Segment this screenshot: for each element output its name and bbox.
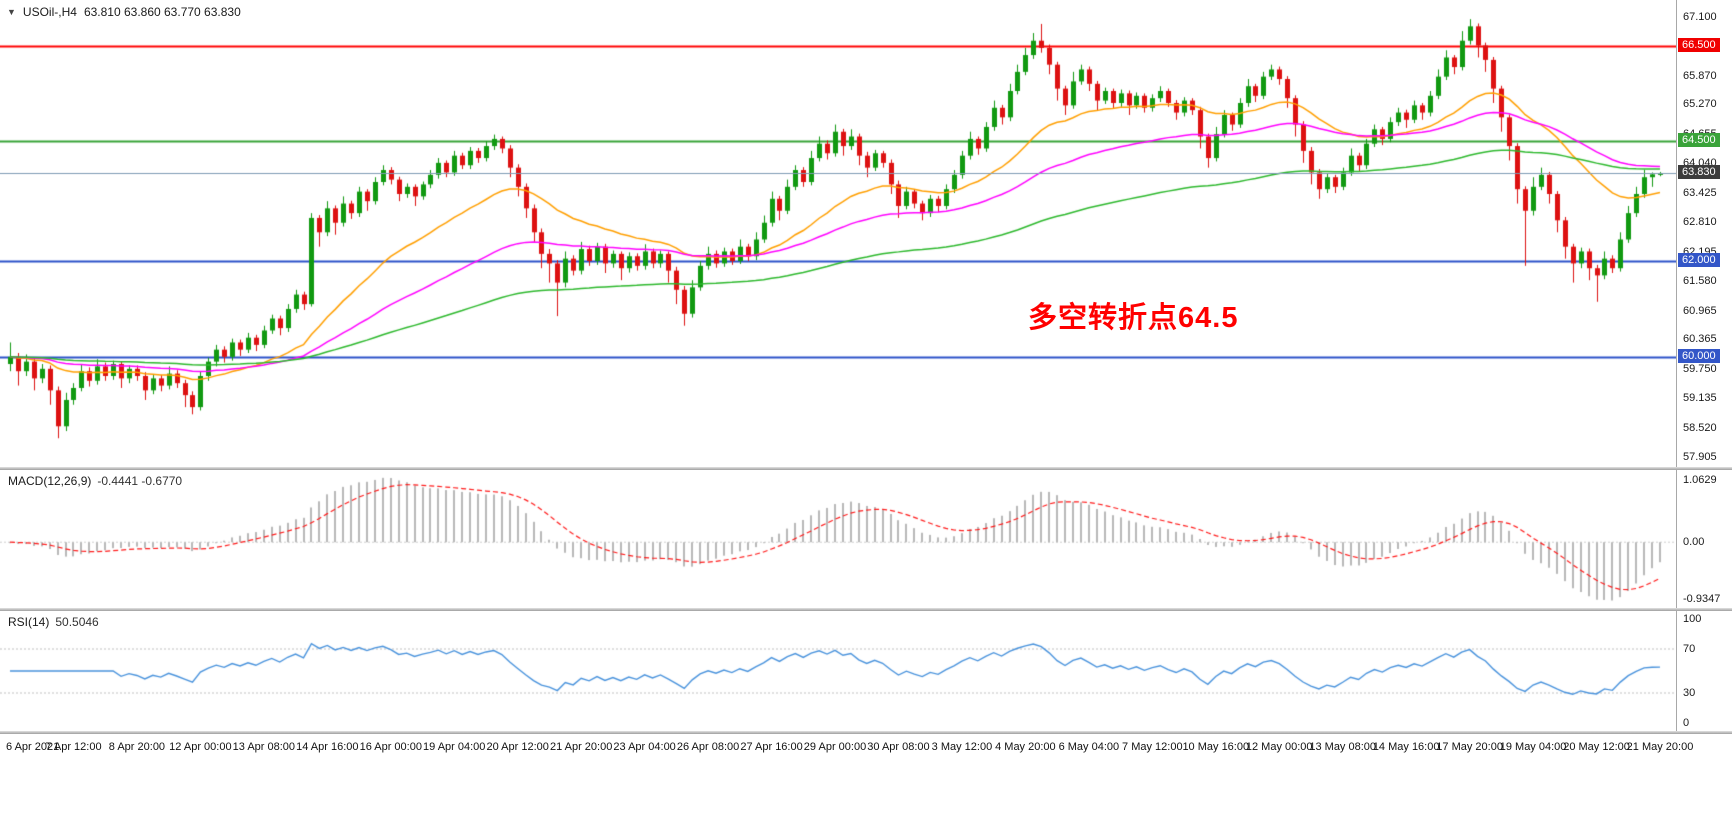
- rsi-indicator-canvas[interactable]: [0, 611, 1676, 731]
- time-axis-label: 30 Apr 08:00: [867, 741, 930, 753]
- resistance-price-badge: 66.500: [1678, 37, 1720, 52]
- rsi-scale-label: 30: [1683, 687, 1696, 699]
- time-axis-label: 6 May 04:00: [1058, 741, 1120, 753]
- rsi-scale-label: 70: [1683, 643, 1696, 655]
- rsi-scale-label: 0: [1683, 717, 1690, 729]
- macd-scale-max-label: 1.0629: [1683, 474, 1717, 486]
- time-axis-label: 19 May 04:00: [1499, 741, 1567, 753]
- price-chart-panel: ▼ USOil-,H4 63.810 63.860 63.770 63.830 …: [0, 0, 1732, 467]
- time-axis-label: 26 Apr 08:00: [676, 741, 740, 753]
- rsi-axis: 100 70 30 0: [1676, 611, 1732, 731]
- time-axis-label: 17 May 20:00: [1436, 741, 1503, 753]
- pivot-price-badge: 64.500: [1678, 133, 1720, 148]
- price-tick-label: 63.425: [1683, 186, 1717, 199]
- rsi-scale-label: 100: [1683, 613, 1702, 625]
- panel-separator-rsi-time[interactable]: [0, 731, 1732, 734]
- time-axis-label: 16 Apr 00:00: [359, 741, 422, 753]
- support-60-price-badge: 60.000: [1678, 348, 1720, 363]
- macd-scale-zero-label: 0.00: [1683, 536, 1705, 549]
- price-tick-label: 65.870: [1683, 69, 1717, 82]
- macd-panel: MACD(12,26,9) -0.4441 -0.6770 1.0629 0.00 -…: [0, 470, 1732, 608]
- chart-title: ▼ USOil-,H4 63.810 63.860 63.770 63.830: [7, 5, 241, 19]
- time-axis-label: 20 Apr 12:00: [486, 741, 549, 753]
- time-axis-label: 3 May 12:00: [931, 741, 993, 753]
- time-axis-label: 21 Apr 20:00: [549, 741, 613, 753]
- macd-values: -0.4441 -0.6770: [97, 474, 183, 488]
- macd-axis: 1.0629 0.00 -0.9347: [1676, 470, 1732, 608]
- time-axis-label: 14 Apr 16:00: [296, 741, 359, 753]
- macd-indicator-canvas[interactable]: [0, 470, 1676, 608]
- rsi-panel: RSI(14) 50.5046 100 70 30 0: [0, 611, 1732, 731]
- time-axis-label: 12 May 00:00: [1245, 741, 1313, 753]
- time-axis-label: 21 May 20:00: [1626, 741, 1694, 753]
- rsi-label: RSI(14) 50.5046: [8, 615, 99, 629]
- time-axis-label: 4 May 20:00: [995, 741, 1056, 753]
- time-axis-label: 13 Apr 08:00: [232, 741, 296, 753]
- time-axis-label: 27 Apr 16:00: [740, 741, 803, 753]
- price-axis[interactable]: 67.10065.87065.27064.65564.04063.42562.8…: [1676, 0, 1732, 467]
- time-axis-label: 7 May 12:00: [1122, 741, 1183, 753]
- chart-annotation-text: 多空转折点64.5: [1028, 302, 1239, 334]
- time-axis-label: 8 Apr 20:00: [108, 741, 166, 753]
- time-axis-label: 10 May 16:00: [1182, 741, 1250, 753]
- ohlc-values: 63.810 63.860 63.770 63.830: [83, 5, 241, 19]
- price-tick-label: 62.810: [1683, 216, 1717, 229]
- time-axis-label: 7 Apr 12:00: [45, 741, 102, 753]
- time-axis-label: 14 May 16:00: [1372, 741, 1440, 753]
- symbol-dropdown-icon[interactable]: ▼: [7, 7, 16, 17]
- time-axis-label: 6 Apr 2021: [6, 741, 60, 753]
- panel-separator-main-macd[interactable]: [0, 467, 1732, 470]
- price-tick-label: 58.520: [1683, 421, 1717, 434]
- time-axis-label: 12 Apr 00:00: [169, 741, 232, 753]
- price-tick-label: 59.750: [1683, 362, 1717, 375]
- rsi-name: RSI(14): [8, 615, 50, 629]
- price-tick-label: 57.905: [1683, 451, 1717, 464]
- symbol-timeframe-label: USOil-,H4: [22, 5, 77, 19]
- support-62-price-badge: 62.000: [1678, 253, 1720, 268]
- price-tick-label: 60.365: [1683, 333, 1717, 346]
- panel-separator-macd-rsi[interactable]: [0, 608, 1732, 611]
- current-price-badge: 63.830: [1678, 165, 1720, 180]
- time-axis-label: 23 Apr 04:00: [613, 741, 676, 753]
- macd-scale-min-label: -0.9347: [1683, 593, 1721, 605]
- time-axis-label: 29 Apr 00:00: [803, 741, 867, 753]
- rsi-value: 50.5046: [55, 615, 99, 629]
- price-tick-label: 67.100: [1683, 10, 1717, 23]
- macd-label: MACD(12,26,9) -0.4441 -0.6770: [8, 474, 182, 488]
- time-axis[interactable]: 6 Apr 2021 7 Apr 12:00 8 Apr 20:00 12 Apr 0…: [0, 734, 1732, 760]
- price-tick-label: 65.270: [1683, 98, 1717, 111]
- time-axis-label: 20 May 12:00: [1563, 741, 1630, 753]
- price-tick-label: 61.580: [1683, 275, 1717, 288]
- macd-name: MACD(12,26,9): [8, 474, 92, 488]
- time-axis-label: 19 Apr 04:00: [423, 741, 486, 753]
- price-tick-label: 60.965: [1683, 304, 1717, 317]
- time-axis-label: 13 May 08:00: [1309, 741, 1377, 753]
- price-tick-label: 59.135: [1683, 392, 1717, 405]
- candlestick-chart-canvas[interactable]: [0, 0, 1676, 467]
